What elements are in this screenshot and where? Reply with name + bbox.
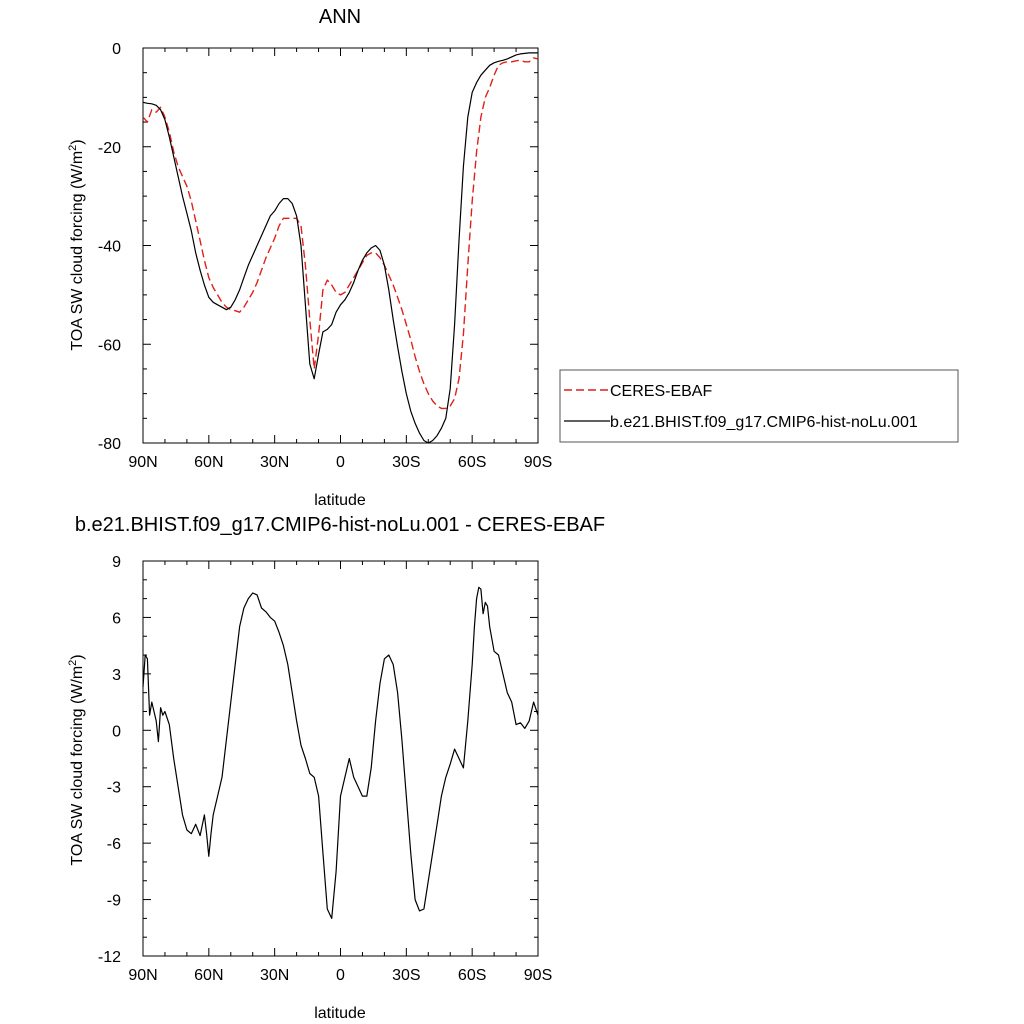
x-tick-label: 90S xyxy=(524,967,552,984)
panel-bottom-ylabel: TOA SW cloud forcing (W/m2) xyxy=(67,654,86,865)
legend-label-ceres: CERES-EBAF xyxy=(610,383,712,400)
y-tick-label: 0 xyxy=(112,41,121,58)
x-tick-label: 30N xyxy=(260,454,289,471)
y-tick-label: -60 xyxy=(98,337,121,354)
panel-bottom-xlabel: latitude xyxy=(314,1005,366,1022)
y-tick-label: 9 xyxy=(112,554,121,571)
legend-box xyxy=(559,369,959,443)
x-tick-label: 90N xyxy=(128,454,157,471)
series-line-0-0 xyxy=(142,57,539,410)
panel-top-ylabel: TOA SW cloud forcing (W/m2) xyxy=(67,139,86,350)
x-tick-label: 0 xyxy=(336,454,345,471)
panel-top-plot-area: 90N 60N 30N 0 30S 60S 90S 0 -20 -40 -60 -80 xyxy=(98,41,552,471)
x-tick-label: 60N xyxy=(194,454,223,471)
panel-bottom: b.e21.BHIST.f09_g17.CMIP6-hist-noLu.001 … xyxy=(67,514,605,1022)
x-tick-label: 0 xyxy=(336,967,345,984)
x-tick-label: 30N xyxy=(260,967,289,984)
y-tick-label: -9 xyxy=(107,893,121,910)
y-tick-label: -80 xyxy=(98,436,121,453)
y-tick-label: 3 xyxy=(112,667,121,684)
y-tick-label: 0 xyxy=(112,723,121,740)
y-tick-label: -20 xyxy=(98,140,121,157)
y-tick-label: -3 xyxy=(107,780,121,797)
x-tick-label: 60S xyxy=(458,967,486,984)
y-tick-label: -6 xyxy=(107,836,121,853)
x-tick-label: 90N xyxy=(128,967,157,984)
x-tick-label: 30S xyxy=(392,967,420,984)
y-tick-label: -40 xyxy=(98,239,121,256)
plot-frame xyxy=(142,560,539,957)
x-tick-label: 30S xyxy=(392,454,420,471)
x-tick-label: 60N xyxy=(194,967,223,984)
panel-top-xlabel: latitude xyxy=(314,492,366,509)
y-tick-label: -12 xyxy=(98,949,121,966)
series-line-1-0 xyxy=(142,586,539,920)
series-line-0-1 xyxy=(142,52,538,444)
x-tick-label: 90S xyxy=(524,454,552,471)
panel-top: ANN 90N 60N 30N 0 30S 60S 90S 0 -20 -40 -60 -80 lat… xyxy=(67,6,959,509)
legend: CERES-EBAF b.e21.BHIST.f09_g17.CMIP6-his… xyxy=(559,369,959,443)
panel-bottom-title: b.e21.BHIST.f09_g17.CMIP6-hist-noLu.001 … xyxy=(75,514,605,536)
panel-bottom-plot-area: 90N 60N 30N 0 30S 60S 90S 9 6 3 0 -3 -6 -9 -12 xyxy=(98,554,552,984)
y-tick-label: 6 xyxy=(112,610,121,627)
x-tick-label: 60S xyxy=(458,454,486,471)
plot-frame xyxy=(142,47,539,444)
panel-top-title: ANN xyxy=(319,6,361,28)
legend-label-model: b.e21.BHIST.f09_g17.CMIP6-hist-noLu.001 xyxy=(610,414,918,431)
